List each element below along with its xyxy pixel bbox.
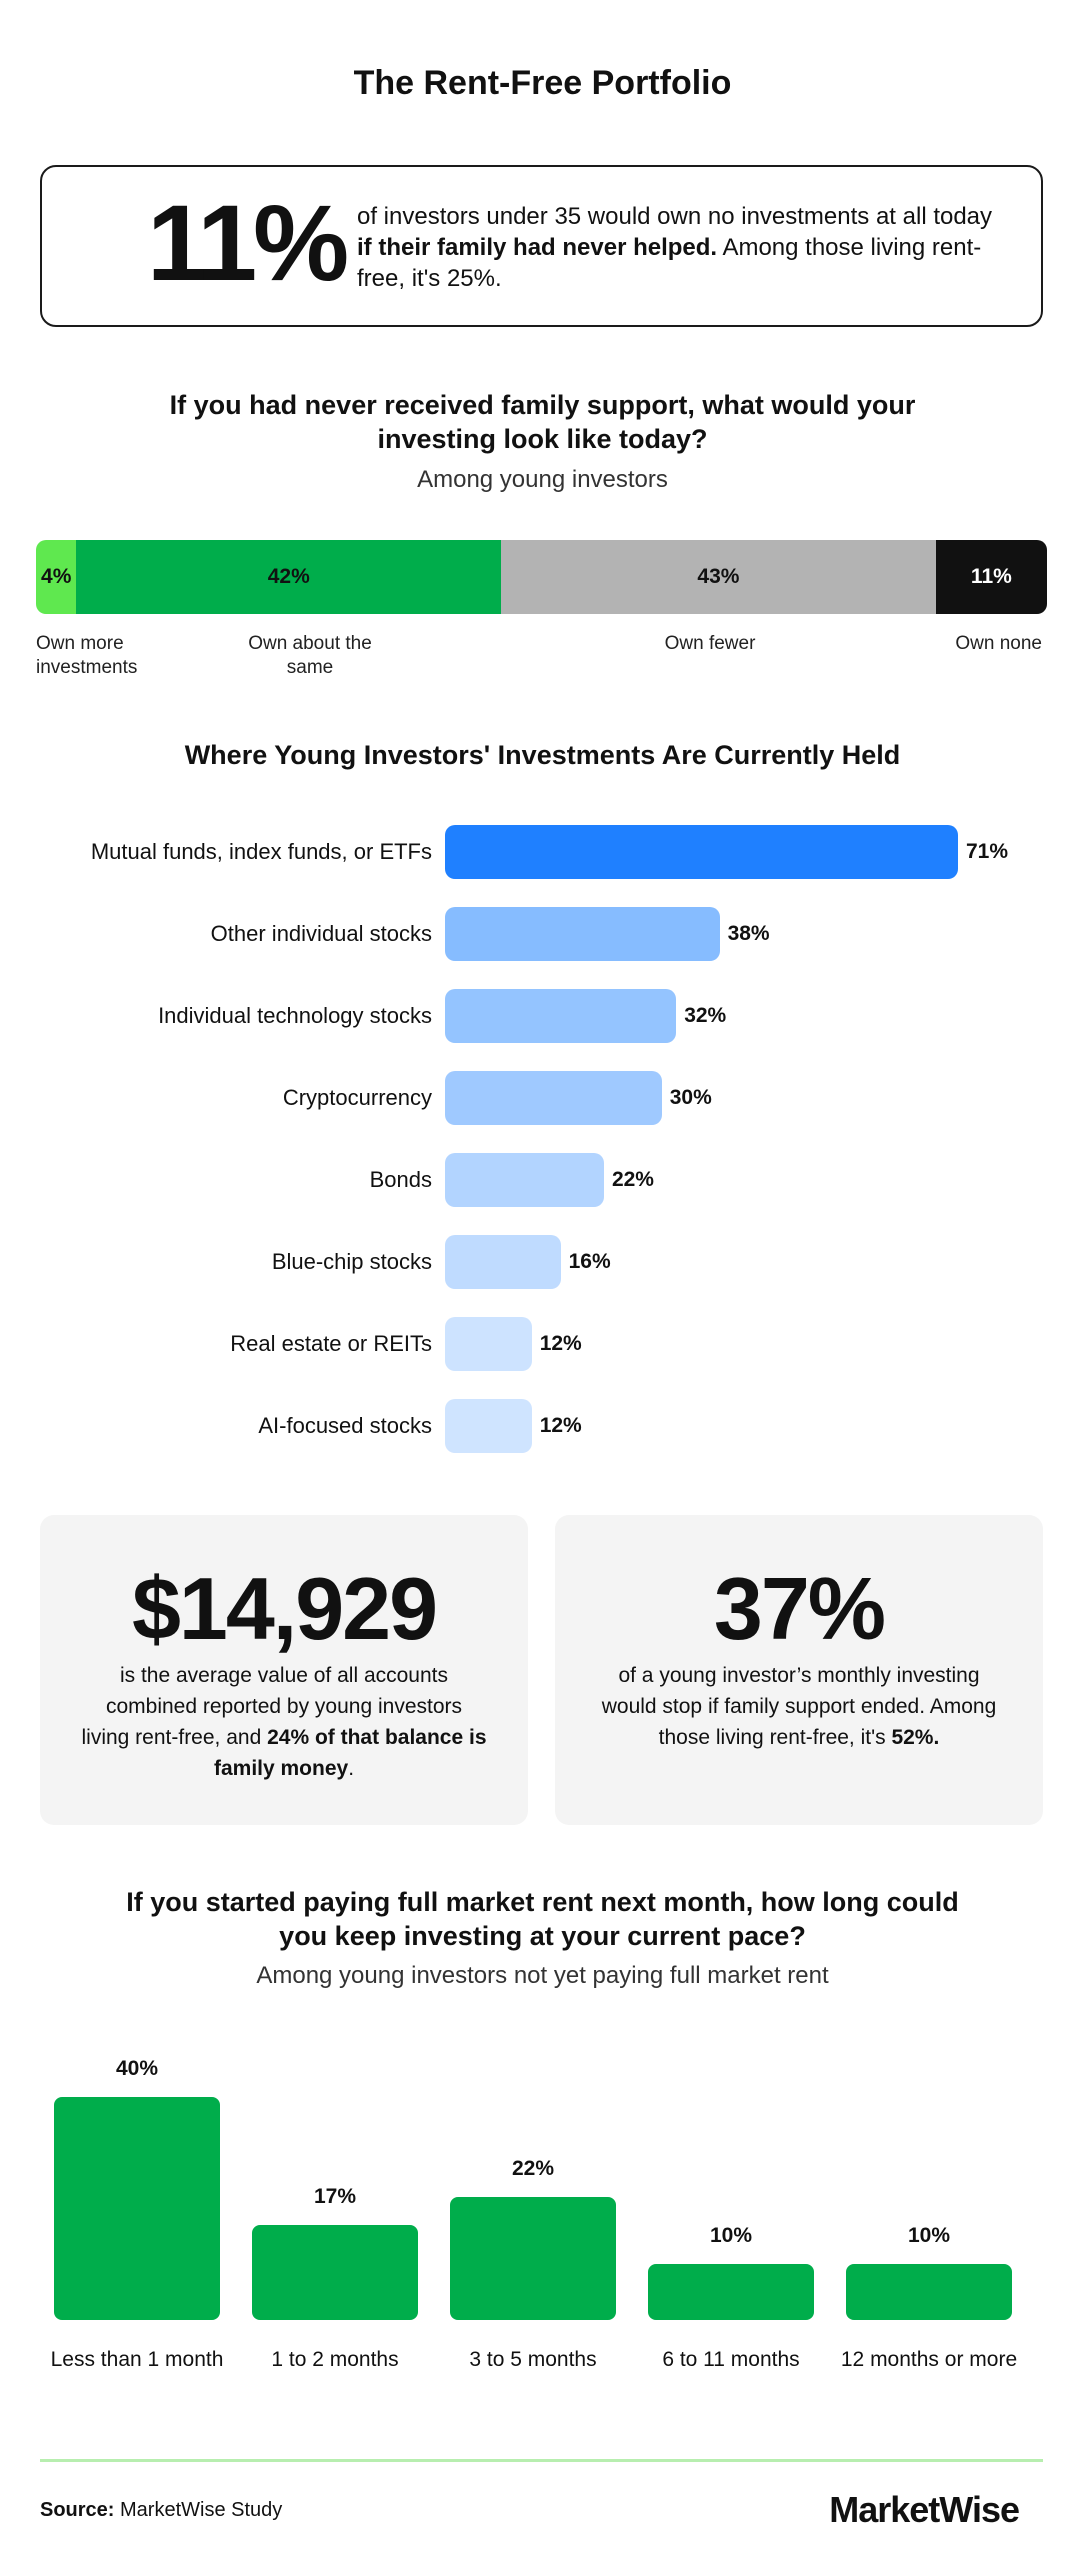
hbar-value-label: 12% (539, 1332, 582, 1355)
card-number: 37% (713, 1559, 886, 1658)
hero-text-part: of investors under 35 would own no inves… (357, 203, 993, 230)
hbar-category-label: Cryptocurrency (282, 1085, 432, 1110)
hbar-bar (445, 1071, 662, 1125)
stack-category-label: Own fewer (664, 633, 756, 654)
section1-title: If you had never received family support… (169, 390, 916, 454)
stack-category-label: Own about the same (248, 633, 372, 678)
card-text: is the average value of all accounts com… (80, 1660, 488, 1784)
card-text-part: is the average value of all accounts com… (81, 1664, 463, 1749)
stat-card-monthly-investing: 37% of a young investor’s monthly invest… (555, 1515, 1043, 1825)
vbar-value-label: 40% (115, 2057, 159, 2080)
hbar-category-label: Mutual funds, index funds, or ETFs (90, 839, 432, 864)
section2-title: Where Young Investors' Investments Are C… (184, 740, 901, 770)
stack-category-label: Own more investments (36, 633, 138, 678)
hbar-category-label: Bonds (369, 1167, 432, 1192)
hbar-value-label: 32% (684, 1004, 727, 1027)
vbar-category-label: 1 to 2 months (271, 2348, 399, 2371)
stack-segment: 42% (76, 540, 502, 614)
card-number: $14,929 (131, 1559, 438, 1658)
stack-segment: 11% (935, 540, 1047, 614)
section1-subtitle: Among young investors (417, 466, 668, 493)
source-text: MarketWise Study (114, 2499, 283, 2521)
vbar-category-label: 6 to 11 months (662, 2348, 800, 2371)
hbar-bar (445, 1399, 532, 1453)
card-text-bold: 52%. (891, 1726, 940, 1749)
stack-segment: 43% (501, 540, 936, 614)
vbar-value-label: 22% (511, 2157, 555, 2181)
hero-text-part: Among those living rent-free, it's 25%. (357, 234, 982, 292)
source-label: Source: (40, 2499, 115, 2521)
hbar-bar (445, 1153, 604, 1207)
hbar-value-label: 12% (539, 1414, 582, 1437)
hbar-value-label: 38% (727, 922, 770, 945)
footer-divider (40, 2459, 1043, 2462)
hbar-category-label: Real estate or REITs (230, 1331, 432, 1356)
stack-segment: 4% (36, 540, 77, 614)
hbar-value-label: 71% (966, 840, 1009, 863)
hbar-value-label: 30% (669, 1086, 712, 1109)
marketwise-logo: MarketWise (829, 2489, 1020, 2530)
card-text: of a young investor’s monthly investing … (595, 1660, 1003, 1753)
hero-text-bold: if their family had never helped. (357, 234, 718, 261)
card-text-bold: 24% of that balance is family money (213, 1726, 487, 1780)
hbar-bar (445, 989, 677, 1043)
vbar-category-label: 12 months or more (840, 2348, 1018, 2371)
hero-text: of investors under 35 would own no inves… (357, 201, 997, 294)
hbar-category-label: Other individual stocks (210, 921, 432, 946)
vbar-value-label: 10% (907, 2224, 951, 2248)
section3-subtitle: Among young investors not yet paying ful… (256, 1962, 829, 1989)
hbar-category-label: Individual technology stocks (158, 1003, 432, 1028)
section3-title: If you started paying full market rent n… (126, 1887, 959, 1951)
hbar-value-label: 22% (611, 1168, 654, 1191)
source-note: Source: MarketWise Study (40, 2499, 282, 2522)
hero-stat-box: 11% of investors under 35 would own no i… (40, 165, 1043, 327)
vbar-bar (648, 2264, 814, 2320)
vbar-bar (54, 2097, 220, 2320)
page-title: The Rent-Free Portfolio (353, 64, 732, 102)
hbar-value-label: 16% (568, 1250, 611, 1273)
stack-category-label: Own none (955, 633, 1042, 654)
vbar-bar (450, 2197, 616, 2320)
card-text-part: . (348, 1757, 355, 1780)
hbar-category-label: AI-focused stocks (258, 1413, 432, 1438)
vbar-category-label: 3 to 5 months (469, 2348, 597, 2371)
stat-card-average-value: $14,929 is the average value of all acco… (40, 1515, 528, 1825)
vbar-bar (252, 2225, 418, 2320)
card-text-part: of a young investor’s monthly investing … (601, 1664, 997, 1749)
hero-number: 11% (147, 182, 349, 303)
vbar-category-label: Less than 1 month (50, 2348, 224, 2371)
hbar-bar (445, 825, 958, 879)
hbar-bar (445, 907, 720, 961)
stacked-bar-chart: 4% 42% 43% 11% (36, 540, 1047, 614)
hbar-bar (445, 1317, 532, 1371)
vbar-bar (846, 2264, 1012, 2320)
vbar-value-label: 17% (313, 2185, 357, 2209)
hbar-category-label: Blue-chip stocks (271, 1249, 432, 1274)
hbar-bar (445, 1235, 561, 1289)
vbar-value-label: 10% (709, 2224, 753, 2248)
